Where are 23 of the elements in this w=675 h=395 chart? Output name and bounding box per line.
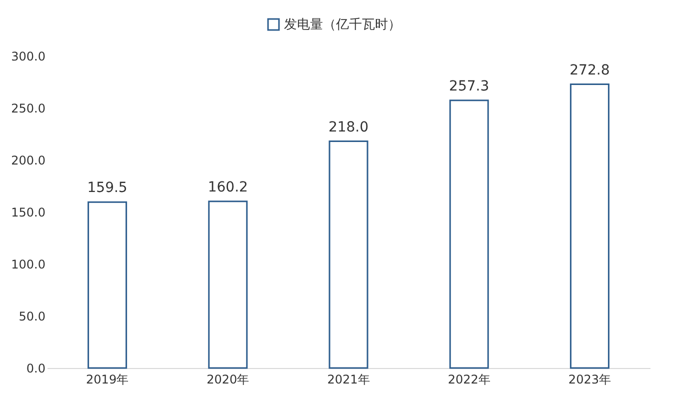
y-tick-label: 100.0 xyxy=(11,258,46,272)
y-tick-label: 300.0 xyxy=(11,50,46,64)
bar xyxy=(449,100,489,369)
x-tick-label: 2020年 xyxy=(206,372,250,386)
x-tick-label: 2021年 xyxy=(327,372,370,386)
y-tick-label: 0.0 xyxy=(26,362,46,376)
data-label: 218.0 xyxy=(328,119,369,136)
x-tick-label: 2022年 xyxy=(448,372,490,386)
y-tick-label: 50.0 xyxy=(18,310,46,324)
x-tick-label: 2019年 xyxy=(86,372,129,386)
data-label: 159.5 xyxy=(87,180,128,196)
data-label: 272.8 xyxy=(570,62,610,78)
x-tick-label: 2023年 xyxy=(568,372,611,386)
data-label: 160.2 xyxy=(208,179,248,196)
legend-label: 发电量（亿千瓦时） xyxy=(284,18,401,32)
bar xyxy=(208,200,248,369)
bar xyxy=(570,84,610,369)
y-tick-label: 200.0 xyxy=(11,154,46,168)
bar xyxy=(328,140,368,369)
bar xyxy=(88,201,128,369)
y-tick-label: 250.0 xyxy=(11,102,46,116)
y-tick-label: 150.0 xyxy=(11,206,46,220)
data-label: 257.3 xyxy=(449,78,490,94)
